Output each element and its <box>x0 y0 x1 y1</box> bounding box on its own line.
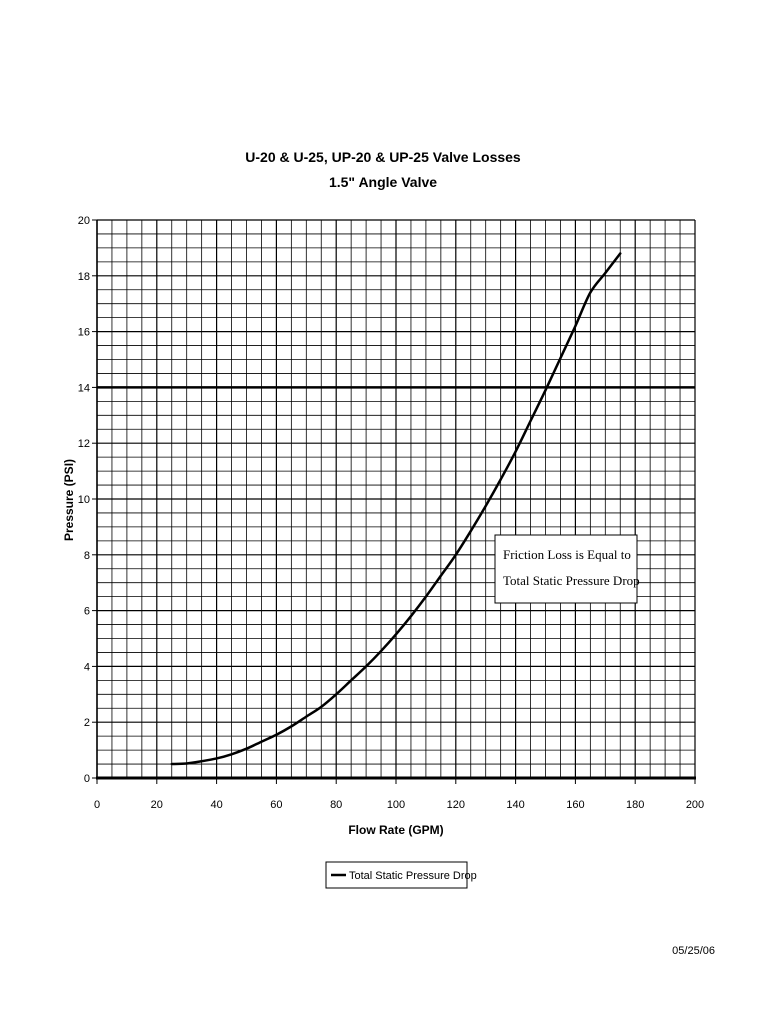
y-tick-label: 10 <box>78 494 90 506</box>
series-line-total-static-pressure-drop <box>170 252 622 766</box>
y-tick-label: 18 <box>78 271 90 283</box>
y-tick-label: 6 <box>84 606 90 618</box>
x-tick-label: 80 <box>330 799 342 811</box>
x-tick-label: 60 <box>270 799 282 811</box>
y-tick-label: 14 <box>78 382 90 394</box>
x-tick-label: 40 <box>210 799 222 811</box>
y-tick-labels: 0 2 4 6 8 10 12 14 16 18 20 <box>78 215 97 785</box>
annotation-frame <box>494 534 638 604</box>
annotation-line-2: Total Static Pressure Drop <box>503 573 640 588</box>
x-tick-label: 20 <box>151 799 163 811</box>
x-axis-label: Flow Rate (GPM) <box>348 823 443 837</box>
series <box>170 252 622 766</box>
y-tick-label: 0 <box>84 773 90 785</box>
y-tick-label: 2 <box>84 717 90 729</box>
x-tick-label: 120 <box>447 799 465 811</box>
x-tick-label: 200 <box>686 799 704 811</box>
y-tick-label: 20 <box>78 215 90 227</box>
x-tick-label: 160 <box>566 799 584 811</box>
x-tick-label: 0 <box>94 799 100 811</box>
date-stamp: 05/25/06 <box>672 945 715 957</box>
y-axis-label: Pressure (PSI) <box>62 459 76 541</box>
chart-title: U-20 & U-25, UP-20 & UP-25 Valve Losses <box>245 149 521 165</box>
y-tick-label: 16 <box>78 327 90 339</box>
annotation-box: Friction Loss is Equal to Total Static P… <box>494 534 640 604</box>
x-tick-label: 100 <box>387 799 405 811</box>
annotation-line-1: Friction Loss is Equal to <box>503 547 631 562</box>
y-tick-label: 8 <box>84 550 90 562</box>
y-tick-label: 12 <box>78 438 90 450</box>
y-tick-label: 4 <box>84 661 90 673</box>
legend-label: Total Static Pressure Drop <box>349 870 477 882</box>
x-tick-labels: 0 20 40 60 80 100 120 140 160 180 200 <box>94 778 704 811</box>
legend: Total Static Pressure Drop <box>325 861 477 889</box>
legend-frame <box>325 861 468 889</box>
x-tick-label: 140 <box>506 799 524 811</box>
x-tick-label: 180 <box>626 799 644 811</box>
chart-subtitle: 1.5" Angle Valve <box>329 174 437 190</box>
